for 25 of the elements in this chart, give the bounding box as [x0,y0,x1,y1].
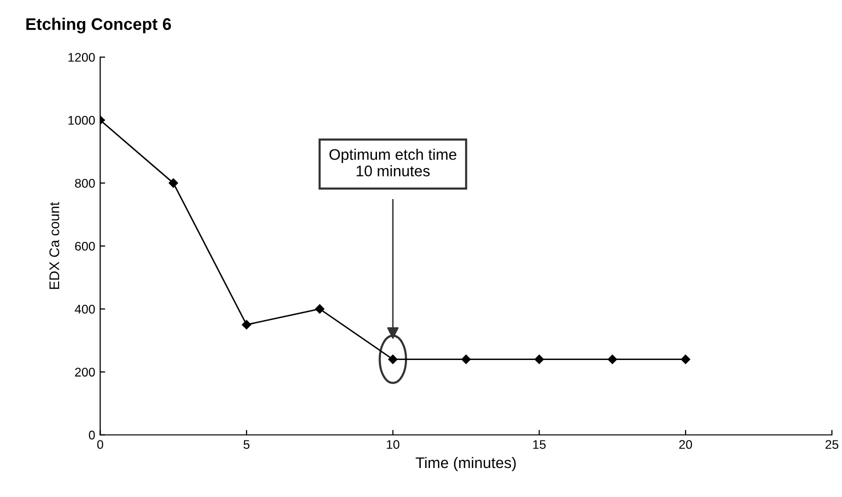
y-tick-label: 400 [74,304,95,314]
x-tick-label: 0 [97,440,104,449]
point [168,178,178,188]
x-tick-label: 15 [533,440,546,449]
y-tick-label: 800 [75,178,95,188]
annotation: Optimum etch time 10 minutes [330,148,456,176]
y-tick-label: 200 [75,368,95,377]
point [315,304,324,314]
x-tick-label: 5 [244,440,250,449]
y-axis-title: EDX Ca count [49,202,60,289]
point [388,354,398,364]
point [680,354,690,364]
x-tick-label: 20 [679,440,692,449]
x-tick-label: 10 [386,440,400,449]
point [608,354,618,364]
y-tick-label: 1000 [68,116,95,125]
y-tick-label: 0 [88,430,95,440]
point [461,354,471,364]
y-tick-label: 600 [75,242,95,251]
x-tick-label: 25 [826,440,838,449]
point [242,320,252,330]
x-axis-title: Time (minutes) [416,456,516,472]
y-tick-label: 1200 [68,52,95,62]
point [534,354,544,364]
chart-title: Etching Concept 6 [26,18,171,34]
